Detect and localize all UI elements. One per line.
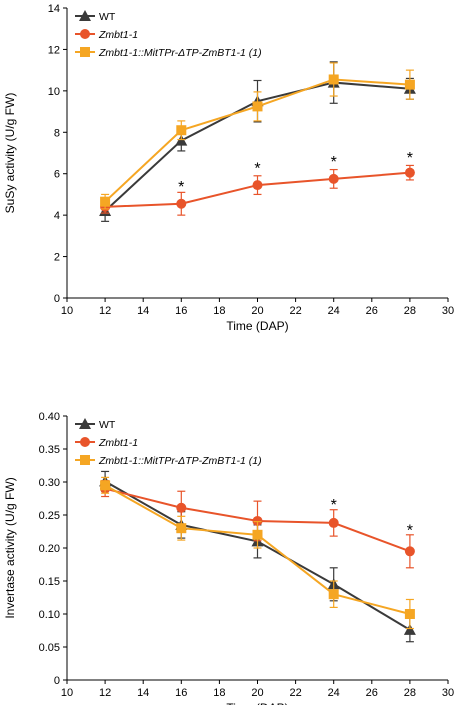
legend-entry-2: Zmbt1-1 <box>75 437 138 449</box>
legend-marker <box>80 437 90 447</box>
y-tick-label: 0 <box>54 293 60 305</box>
legend-label: WT <box>99 11 116 23</box>
data-point <box>252 515 263 526</box>
x-tick-label: 18 <box>213 305 225 317</box>
legend-entry-2: Zmbt1-1 <box>75 29 138 41</box>
x-tick-label: 30 <box>442 305 454 317</box>
legend-label: Zmbt1-1::MitTPr-ΔTP-ZmBT1-1 (1) <box>98 47 262 59</box>
x-tick-label: 16 <box>175 687 187 699</box>
x-tick-label: 14 <box>137 305 149 317</box>
significance-star: * <box>407 150 413 167</box>
y-tick-label: 0.25 <box>39 510 60 522</box>
y-tick-label: 0.10 <box>39 609 60 621</box>
y-tick-label: 0.15 <box>39 576 60 588</box>
data-point <box>403 623 416 635</box>
data-point <box>176 198 187 209</box>
data-point <box>404 609 415 619</box>
x-tick-label: 20 <box>251 305 263 317</box>
legend-label: Zmbt1-1 <box>98 437 138 449</box>
data-point <box>252 180 263 191</box>
legend-entry-1: WT <box>75 10 116 23</box>
significance-star: * <box>407 523 413 540</box>
x-tick-label: 18 <box>213 687 225 699</box>
y-tick-label: 2 <box>54 252 60 264</box>
x-tick-label: 24 <box>328 305 340 317</box>
series-3 <box>100 476 415 630</box>
y-tick-label: 0.40 <box>39 411 60 423</box>
x-tick-label: 26 <box>366 687 378 699</box>
data-point <box>328 74 339 85</box>
data-point <box>328 173 339 184</box>
x-tick-label: 10 <box>61 687 73 699</box>
legend-label: Zmbt1-1::MitTPr-ΔTP-ZmBT1-1 (1) <box>98 455 262 467</box>
x-tick-label: 22 <box>289 687 301 699</box>
legend-entry-3: Zmbt1-1::MitTPr-ΔTP-ZmBT1-1 (1) <box>75 47 262 59</box>
data-point <box>176 125 187 136</box>
x-tick-label: 28 <box>404 305 416 317</box>
data-point <box>252 529 263 540</box>
y-tick-label: 14 <box>48 3 60 15</box>
y-tick-label: 0.20 <box>39 543 60 555</box>
data-point <box>100 480 111 491</box>
legend-marker <box>79 418 91 429</box>
significance-star: * <box>331 154 337 171</box>
significance-star: * <box>331 497 337 514</box>
y-tick-label: 8 <box>54 127 60 139</box>
x-tick-label: 30 <box>442 687 454 699</box>
legend-entry-3: Zmbt1-1::MitTPr-ΔTP-ZmBT1-1 (1) <box>75 455 262 467</box>
y-axis-label: Invertase activity (U/g FW) <box>3 477 17 618</box>
x-tick-label: 24 <box>328 687 340 699</box>
series-2 <box>100 164 415 216</box>
legend-marker <box>80 29 90 39</box>
y-tick-label: 0.05 <box>39 642 60 654</box>
legend-marker <box>80 455 90 465</box>
data-point <box>252 101 263 112</box>
series-1 <box>99 470 416 643</box>
y-axis-label: SuSy activity (U/g FW) <box>3 93 17 214</box>
data-point <box>176 502 187 513</box>
data-point <box>100 196 111 207</box>
legend-label: WT <box>99 419 116 431</box>
x-tick-label: 16 <box>175 305 187 317</box>
significance-star: * <box>254 160 260 177</box>
y-tick-label: 4 <box>54 210 60 222</box>
y-tick-label: 6 <box>54 169 60 181</box>
y-tick-label: 0.30 <box>39 477 60 489</box>
x-axis-label: Time (DAP) <box>226 319 288 333</box>
y-tick-label: 0.35 <box>39 444 60 456</box>
chart-panel-2: 0 0.05 0.10 0.15 0.20 0.25 0.30 0.35 0.40 10 12 14 1… <box>3 411 454 705</box>
x-tick-label: 22 <box>289 305 301 317</box>
series-1 <box>99 61 416 222</box>
legend-marker <box>80 47 90 57</box>
x-axis-label: Time (DAP) <box>226 701 288 705</box>
data-point <box>328 517 339 528</box>
data-point <box>404 546 415 557</box>
data-point <box>176 523 187 534</box>
y-tick-label: 12 <box>48 44 60 56</box>
significance-star: * <box>178 179 184 196</box>
series-3 <box>100 62 415 210</box>
x-tick-label: 12 <box>99 305 111 317</box>
x-tick-label: 10 <box>61 305 73 317</box>
x-tick-label: 20 <box>251 687 263 699</box>
y-tick-label: 0 <box>54 675 60 687</box>
x-tick-label: 26 <box>366 305 378 317</box>
legend-entry-1: WT <box>75 418 116 431</box>
x-tick-label: 12 <box>99 687 111 699</box>
legend-label: Zmbt1-1 <box>98 29 138 41</box>
y-tick-label: 10 <box>48 86 60 98</box>
data-point <box>328 589 339 600</box>
legend-marker <box>79 10 91 21</box>
x-tick-label: 28 <box>404 687 416 699</box>
data-point <box>404 167 415 178</box>
data-point <box>404 79 415 90</box>
x-tick-label: 14 <box>137 687 149 699</box>
